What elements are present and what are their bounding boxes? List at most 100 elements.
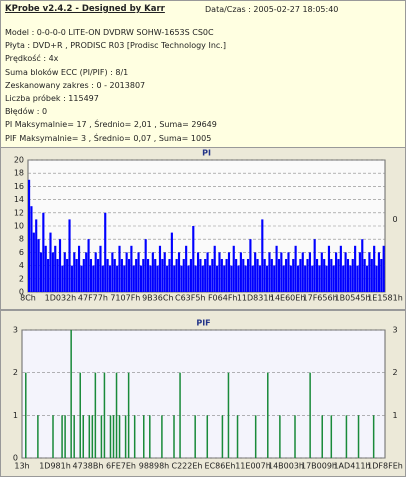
bar: [294, 245, 297, 292]
bar: [68, 219, 71, 292]
x-tick-label: 17F656h: [303, 294, 338, 303]
bar: [101, 265, 104, 292]
bar: [332, 265, 335, 292]
x-tick-label: 7107Fh: [110, 294, 140, 303]
bar: [292, 259, 295, 292]
x-tick-label: 1B0545h: [335, 294, 371, 303]
bar: [179, 372, 181, 458]
y-tick-label: 1: [13, 411, 18, 420]
bar: [94, 372, 97, 458]
bar: [94, 252, 97, 292]
bar: [289, 265, 292, 292]
bar: [263, 259, 266, 292]
x-tick-label: 6FE7Eh: [106, 462, 136, 471]
bar: [35, 219, 38, 292]
bar: [120, 259, 123, 292]
bar: [127, 372, 130, 458]
y-tick-label: 12: [14, 208, 24, 217]
bar: [242, 259, 245, 292]
bar: [194, 265, 197, 292]
x-tick-label: 47F77h: [78, 294, 108, 303]
bar: [123, 265, 126, 292]
bar: [221, 415, 224, 458]
bar: [235, 259, 238, 292]
bar: [346, 259, 350, 292]
bar: [113, 259, 116, 292]
bar: [330, 259, 333, 292]
y-tick-label: 0: [19, 288, 24, 297]
bar: [335, 252, 338, 292]
y-tick-label: 14: [14, 195, 24, 204]
bar: [251, 265, 254, 292]
bar: [261, 219, 264, 292]
bar: [363, 259, 366, 292]
bar: [277, 259, 281, 292]
bar: [342, 265, 345, 292]
y-tick-label: 18: [14, 169, 24, 178]
bar: [296, 265, 300, 292]
bar: [175, 259, 178, 292]
bar: [375, 265, 378, 292]
bar: [73, 415, 75, 458]
bar: [309, 372, 311, 458]
chart-title: PI: [202, 149, 211, 158]
bar: [115, 372, 118, 458]
bar: [194, 415, 196, 458]
info-line: Zeskanowany zakres : 0 - 2013807: [5, 80, 146, 90]
bar: [30, 206, 33, 292]
bar: [349, 265, 352, 292]
bar: [213, 245, 216, 292]
bar: [275, 245, 278, 292]
bar: [37, 415, 39, 458]
bar: [330, 415, 333, 458]
bar: [64, 415, 66, 458]
bar: [61, 415, 63, 458]
x-tick-label: 1D032h: [45, 294, 77, 303]
bar: [206, 252, 209, 292]
bar: [44, 245, 47, 292]
bar: [223, 265, 226, 292]
bar: [82, 259, 85, 292]
bar: [227, 372, 230, 458]
bar: [236, 415, 239, 458]
y2-tick-label: 2: [392, 368, 397, 377]
bar: [132, 265, 135, 292]
bar: [373, 245, 376, 292]
bar: [149, 265, 152, 292]
bar: [285, 259, 288, 292]
bar: [270, 259, 273, 292]
bar: [127, 259, 131, 292]
bar: [42, 212, 45, 292]
y-tick-label: 6: [19, 248, 24, 257]
bar: [135, 259, 138, 292]
bar: [321, 415, 323, 458]
bar: [112, 415, 115, 458]
bar: [118, 415, 121, 458]
bar: [103, 372, 106, 458]
bar: [315, 259, 319, 292]
bar: [244, 265, 247, 292]
bar: [88, 415, 91, 458]
x-tick-label: 1DF8FEh: [367, 462, 403, 471]
bar: [144, 239, 147, 292]
x-tick-label: C63F5h: [175, 294, 206, 303]
bar: [87, 239, 90, 292]
bar: [196, 252, 200, 292]
bar: [258, 265, 262, 292]
bar: [239, 252, 242, 292]
bar: [308, 252, 311, 292]
bar: [85, 252, 88, 292]
bar: [66, 259, 69, 292]
bar: [339, 245, 342, 292]
bar: [82, 415, 85, 458]
bar: [382, 245, 385, 292]
app-title: KProbe v2.4.2 - Designed by Karr: [5, 4, 165, 14]
bar: [108, 265, 112, 292]
bar: [170, 232, 173, 292]
bar: [116, 265, 119, 292]
y-tick-label: 10: [14, 222, 24, 231]
bar: [70, 265, 73, 292]
bar: [61, 265, 64, 292]
x-tick-label: 8Ch: [20, 294, 36, 303]
